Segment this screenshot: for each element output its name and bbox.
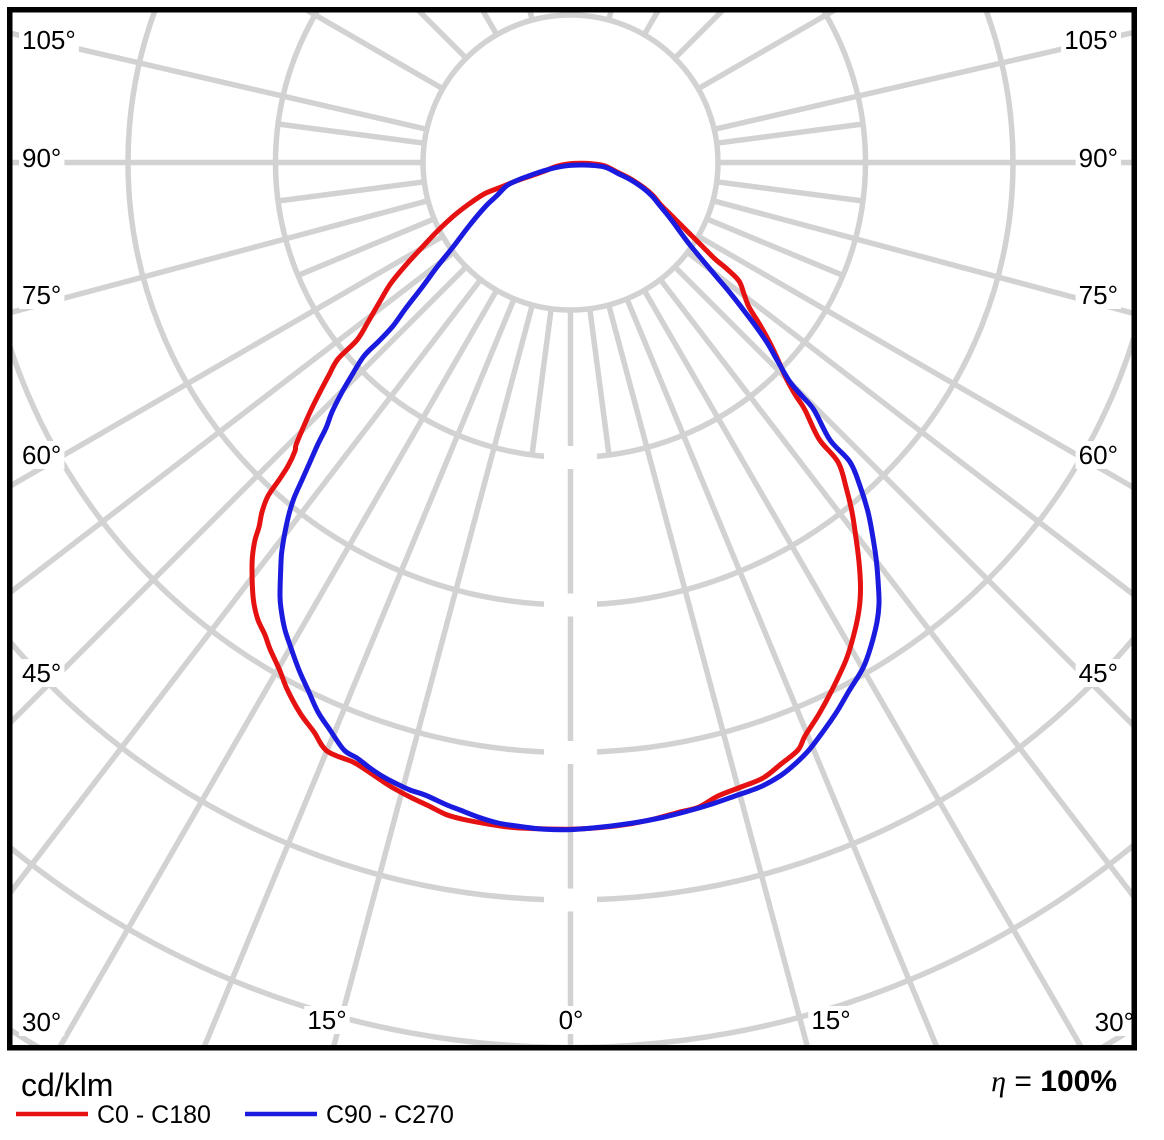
svg-text:90°: 90° bbox=[1079, 143, 1118, 173]
svg-text:105°: 105° bbox=[22, 25, 76, 55]
svg-text:cd/klm: cd/klm bbox=[21, 1067, 113, 1103]
svg-text:45°: 45° bbox=[22, 658, 61, 688]
svg-text:15°: 15° bbox=[811, 1005, 850, 1035]
svg-text:60°: 60° bbox=[1079, 440, 1118, 470]
svg-text:105°: 105° bbox=[1064, 25, 1118, 55]
svg-text:η = 100%: η = 100% bbox=[991, 1065, 1117, 1098]
svg-text:30°: 30° bbox=[1095, 1007, 1134, 1037]
svg-text:60°: 60° bbox=[22, 440, 61, 470]
svg-text:15°: 15° bbox=[307, 1005, 346, 1035]
svg-text:90°: 90° bbox=[22, 143, 61, 173]
svg-text:30°: 30° bbox=[22, 1007, 61, 1037]
svg-text:0°: 0° bbox=[559, 1005, 584, 1035]
svg-text:45°: 45° bbox=[1079, 658, 1118, 688]
svg-text:C0 - C180: C0 - C180 bbox=[97, 1101, 211, 1129]
svg-text:75°: 75° bbox=[22, 280, 61, 310]
svg-text:75°: 75° bbox=[1079, 280, 1118, 310]
svg-text:C90 - C270: C90 - C270 bbox=[326, 1101, 454, 1129]
